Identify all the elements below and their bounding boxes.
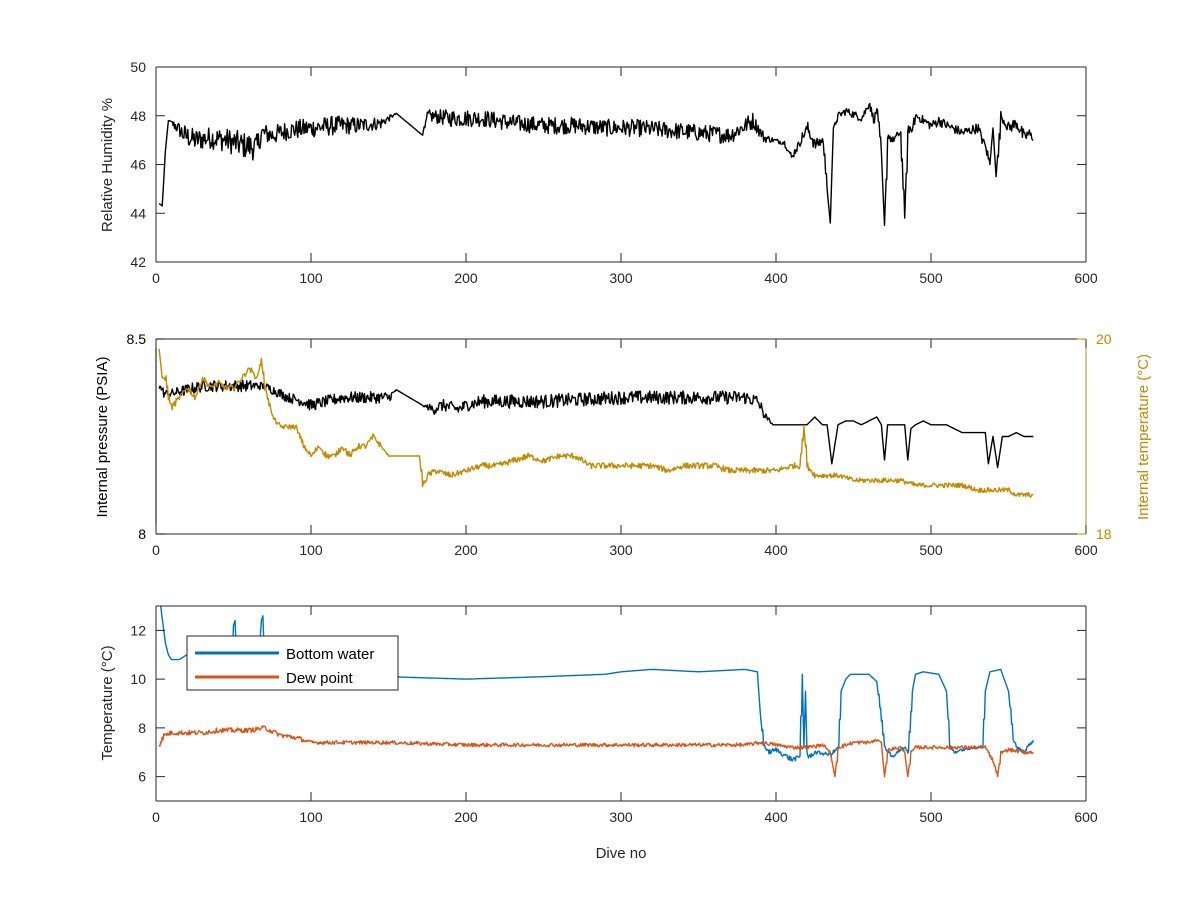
x-tick-label: 200: [454, 270, 478, 286]
x-tick-label: 300: [609, 270, 633, 286]
x-tick-label: 0: [152, 809, 160, 825]
y-tick-label: 6: [138, 769, 146, 785]
legend-label-dew-point: Dew point: [286, 670, 354, 687]
x-tick-label: 100: [299, 542, 323, 558]
humidity-panel: Relative Humidity % 0 100 200 300 400 500 600 4…: [99, 59, 1098, 286]
x-tick-label: 200: [454, 809, 478, 825]
x-tick-label: 600: [1074, 270, 1098, 286]
y-tick-label: 10: [130, 671, 146, 687]
legend-label-bottom-water: Bottom water: [286, 646, 374, 663]
x-tick-label: 500: [919, 270, 943, 286]
x-tick-label: 400: [764, 542, 788, 558]
y-tick-label: 48: [130, 108, 146, 124]
x-tick-label: 100: [299, 809, 323, 825]
dive-number-x-axis-label: Dive no: [596, 845, 647, 862]
pressure-y-axis-label: Internal pressure (PSIA): [94, 357, 111, 518]
x-tick-label: 600: [1074, 542, 1098, 558]
x-tick-label: 0: [152, 270, 160, 286]
y-tick-label: 8.5: [127, 331, 147, 347]
y-tick-label: 50: [130, 59, 146, 75]
x-tick-label: 300: [609, 809, 633, 825]
dew-point-series-line: [158, 725, 1034, 778]
x-tick-label: 400: [764, 270, 788, 286]
legend-box: [186, 635, 399, 691]
temperature-y-axis-label: Temperature (°C): [99, 645, 116, 760]
x-tick-label: 300: [609, 542, 633, 558]
y-tick-label: 44: [130, 205, 146, 221]
x-tick-label: 400: [764, 809, 788, 825]
x-tick-label: 600: [1074, 809, 1098, 825]
x-tick-label: 200: [454, 542, 478, 558]
y-tick-label: 42: [130, 254, 146, 270]
internal-temperature-y-axis-label: Internal temperature (°C): [1135, 354, 1152, 520]
internal-temperature-series-line: [158, 348, 1034, 498]
x-tick-label: 100: [299, 270, 323, 286]
x-tick-label: 0: [152, 542, 160, 558]
humidity-series-line: [158, 102, 1034, 227]
pressure-temperature-panel: Internal pressure (PSIA) Internal temper…: [94, 331, 1152, 558]
x-tick-label: 500: [919, 809, 943, 825]
temperature-panel: Temperature (°C) Dive no 0 100 200 300 400 50…: [99, 605, 1098, 862]
y-tick-label: 12: [130, 622, 146, 638]
y-tick-label: 8: [138, 526, 146, 542]
y-tick-label: 8: [138, 720, 146, 736]
internal-pressure-series-line: [158, 379, 1034, 469]
chart-legend: Bottom water Dew point: [186, 635, 399, 691]
humidity-y-axis-label: Relative Humidity %: [99, 98, 116, 232]
y2-tick-label: 20: [1096, 331, 1112, 347]
x-tick-label: 500: [919, 542, 943, 558]
y-tick-label: 46: [130, 157, 146, 173]
y2-tick-label: 18: [1096, 526, 1112, 542]
